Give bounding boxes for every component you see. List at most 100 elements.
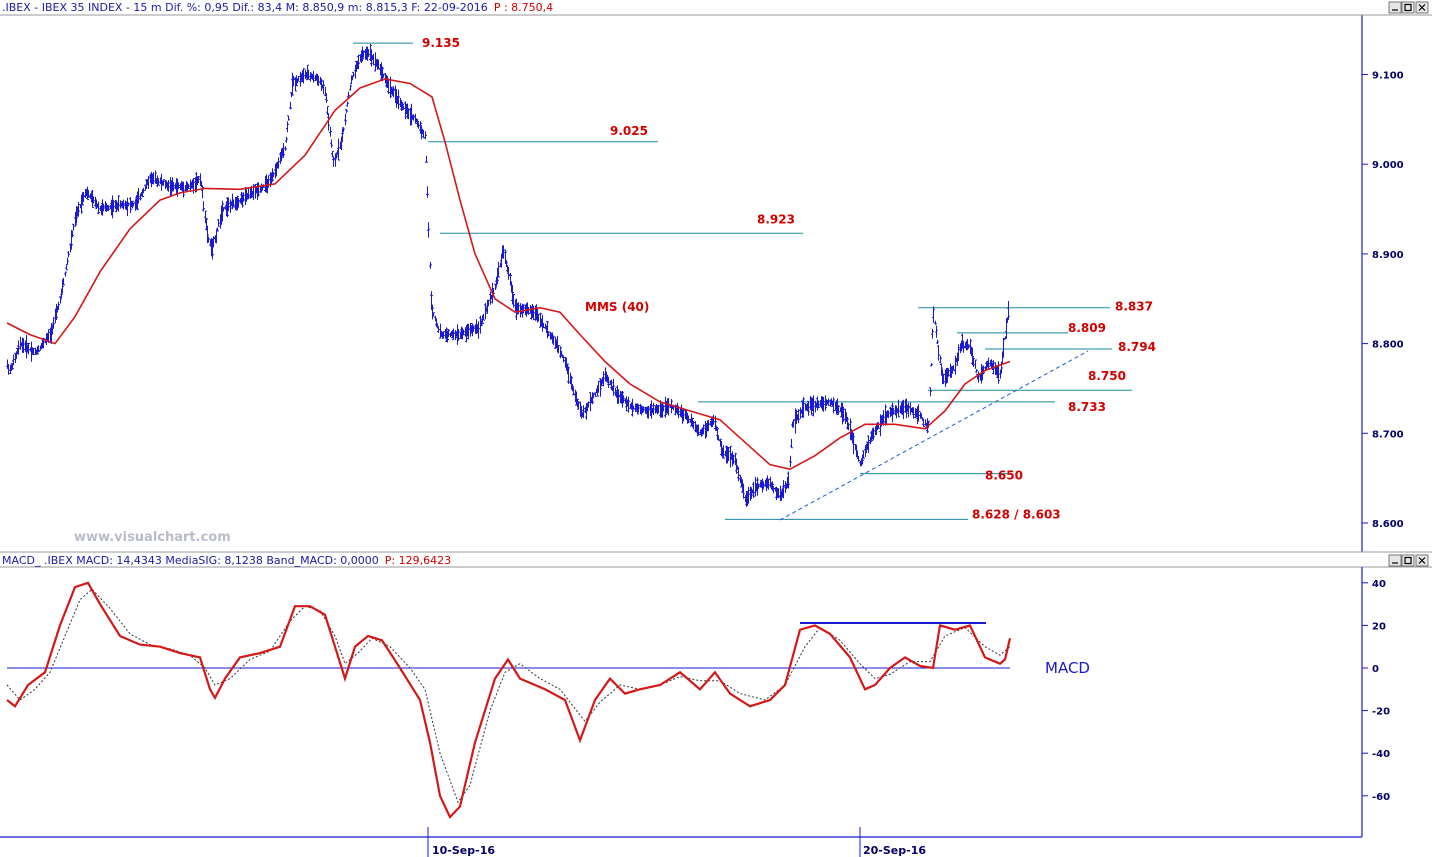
ohlc-bar [70, 230, 73, 249]
ohlc-bar [489, 291, 492, 305]
ohlc-bar [7, 364, 10, 375]
ohlc-bar [131, 200, 134, 209]
ohlc-bar [939, 355, 942, 364]
ohlc-bar [507, 266, 510, 280]
ohlc-bar [935, 325, 938, 338]
macd-line [6, 581, 1012, 820]
ohlc-bar [892, 407, 895, 415]
ohlc-bar [404, 101, 407, 120]
ohlc-bar [602, 371, 605, 387]
ohlc-bar [716, 428, 719, 440]
ohlc-bar [446, 330, 449, 343]
ohlc-bar [771, 481, 774, 491]
level-label: 8.628 / 8.603 [972, 507, 1061, 521]
ohlc-bar [792, 419, 795, 428]
level-label: 8.733 [1068, 400, 1106, 414]
ohlc-bar [917, 404, 920, 422]
ohlc-bar [762, 481, 765, 489]
ohlc-bar [141, 189, 144, 198]
main-window-buttons [1388, 1, 1429, 14]
ohlc-bar [497, 261, 500, 278]
ohlc-bar [931, 328, 934, 339]
level-label: 8.794 [1118, 340, 1156, 354]
ohlc-bar [361, 46, 364, 62]
ohlc-bar [22, 338, 25, 353]
ohlc-bar [504, 249, 507, 264]
ohlc-bar [229, 199, 232, 213]
ohlc-bar [465, 325, 468, 343]
ohlc-bar [77, 202, 80, 217]
ohlc-bar [97, 201, 100, 215]
ohlc-bar [902, 399, 905, 420]
ohlc-bar [967, 345, 970, 349]
ohlc-bar [362, 50, 365, 58]
ohlc-bar [334, 153, 337, 167]
ohlc-bar [502, 245, 505, 259]
ohlc-bar [795, 409, 798, 424]
maximize-icon[interactable] [1401, 554, 1415, 567]
close-icon[interactable] [1415, 1, 1429, 14]
ohlc-bar [566, 363, 569, 375]
ohlc-bar [657, 404, 660, 414]
ohlc-bar [247, 187, 250, 200]
minimize-icon[interactable] [1388, 554, 1402, 567]
ohlc-bar [222, 207, 225, 212]
sma-line [6, 78, 1011, 471]
price-tick-label: 8.900 [1372, 250, 1404, 261]
ohlc-bar [75, 206, 78, 224]
ohlc-bar [372, 54, 375, 66]
ohlc-bar [494, 283, 497, 290]
minimize-icon[interactable] [1388, 1, 1402, 14]
ohlc-bar [837, 405, 840, 415]
signal-line [6, 588, 1011, 804]
ohlc-bar [971, 347, 974, 366]
ohlc-bar [226, 197, 229, 217]
ohlc-bar [291, 72, 294, 96]
ohlc-bar [761, 478, 764, 493]
ohlc-bar [69, 243, 72, 253]
ohlc-bar [284, 146, 287, 151]
ohlc-bar [861, 454, 864, 465]
ohlc-bar [424, 131, 427, 140]
ohlc-bar [242, 192, 245, 202]
ohlc-bar [162, 179, 165, 186]
ohlc-bar [929, 387, 932, 397]
ohlc-bar [614, 387, 617, 396]
ohlc-bar [117, 195, 120, 212]
ohlc-bar [790, 438, 793, 449]
ohlc-bar [664, 396, 667, 418]
price-bars [6, 44, 1010, 507]
ohlc-bar [177, 182, 180, 190]
ohlc-bar [952, 365, 955, 371]
ohlc-bar [870, 430, 873, 441]
ohlc-bar [842, 406, 845, 422]
ohlc-bar [172, 182, 175, 191]
ohlc-bar [667, 397, 670, 416]
ohlc-bar [36, 347, 39, 355]
level-label: 9.135 [422, 36, 460, 50]
ohlc-bar [922, 418, 925, 428]
ohlc-bar [462, 329, 465, 336]
ohlc-bar [702, 424, 705, 435]
ohlc-bar [697, 424, 700, 436]
ohlc-bar [331, 150, 334, 158]
ohlc-bar [797, 409, 800, 424]
ohlc-bar [957, 344, 960, 362]
ohlc-bar [401, 102, 404, 109]
ohlc-bar [477, 321, 480, 339]
ohlc-bar [852, 432, 855, 455]
ohlc-bar [202, 201, 205, 212]
ohlc-bar [847, 422, 850, 431]
ohlc-bar [752, 481, 755, 498]
ohlc-bar [277, 157, 280, 169]
close-icon[interactable] [1415, 554, 1429, 567]
ohlc-bar [562, 356, 565, 363]
ohlc-bar [345, 109, 348, 114]
ohlc-bar [612, 378, 615, 396]
ohlc-bar [830, 398, 833, 405]
ohlc-bar [201, 185, 204, 199]
maximize-icon[interactable] [1401, 1, 1415, 14]
ohlc-bar [129, 197, 132, 214]
date-axis: 10-Sep-16 20-Sep-16 [0, 827, 1362, 857]
